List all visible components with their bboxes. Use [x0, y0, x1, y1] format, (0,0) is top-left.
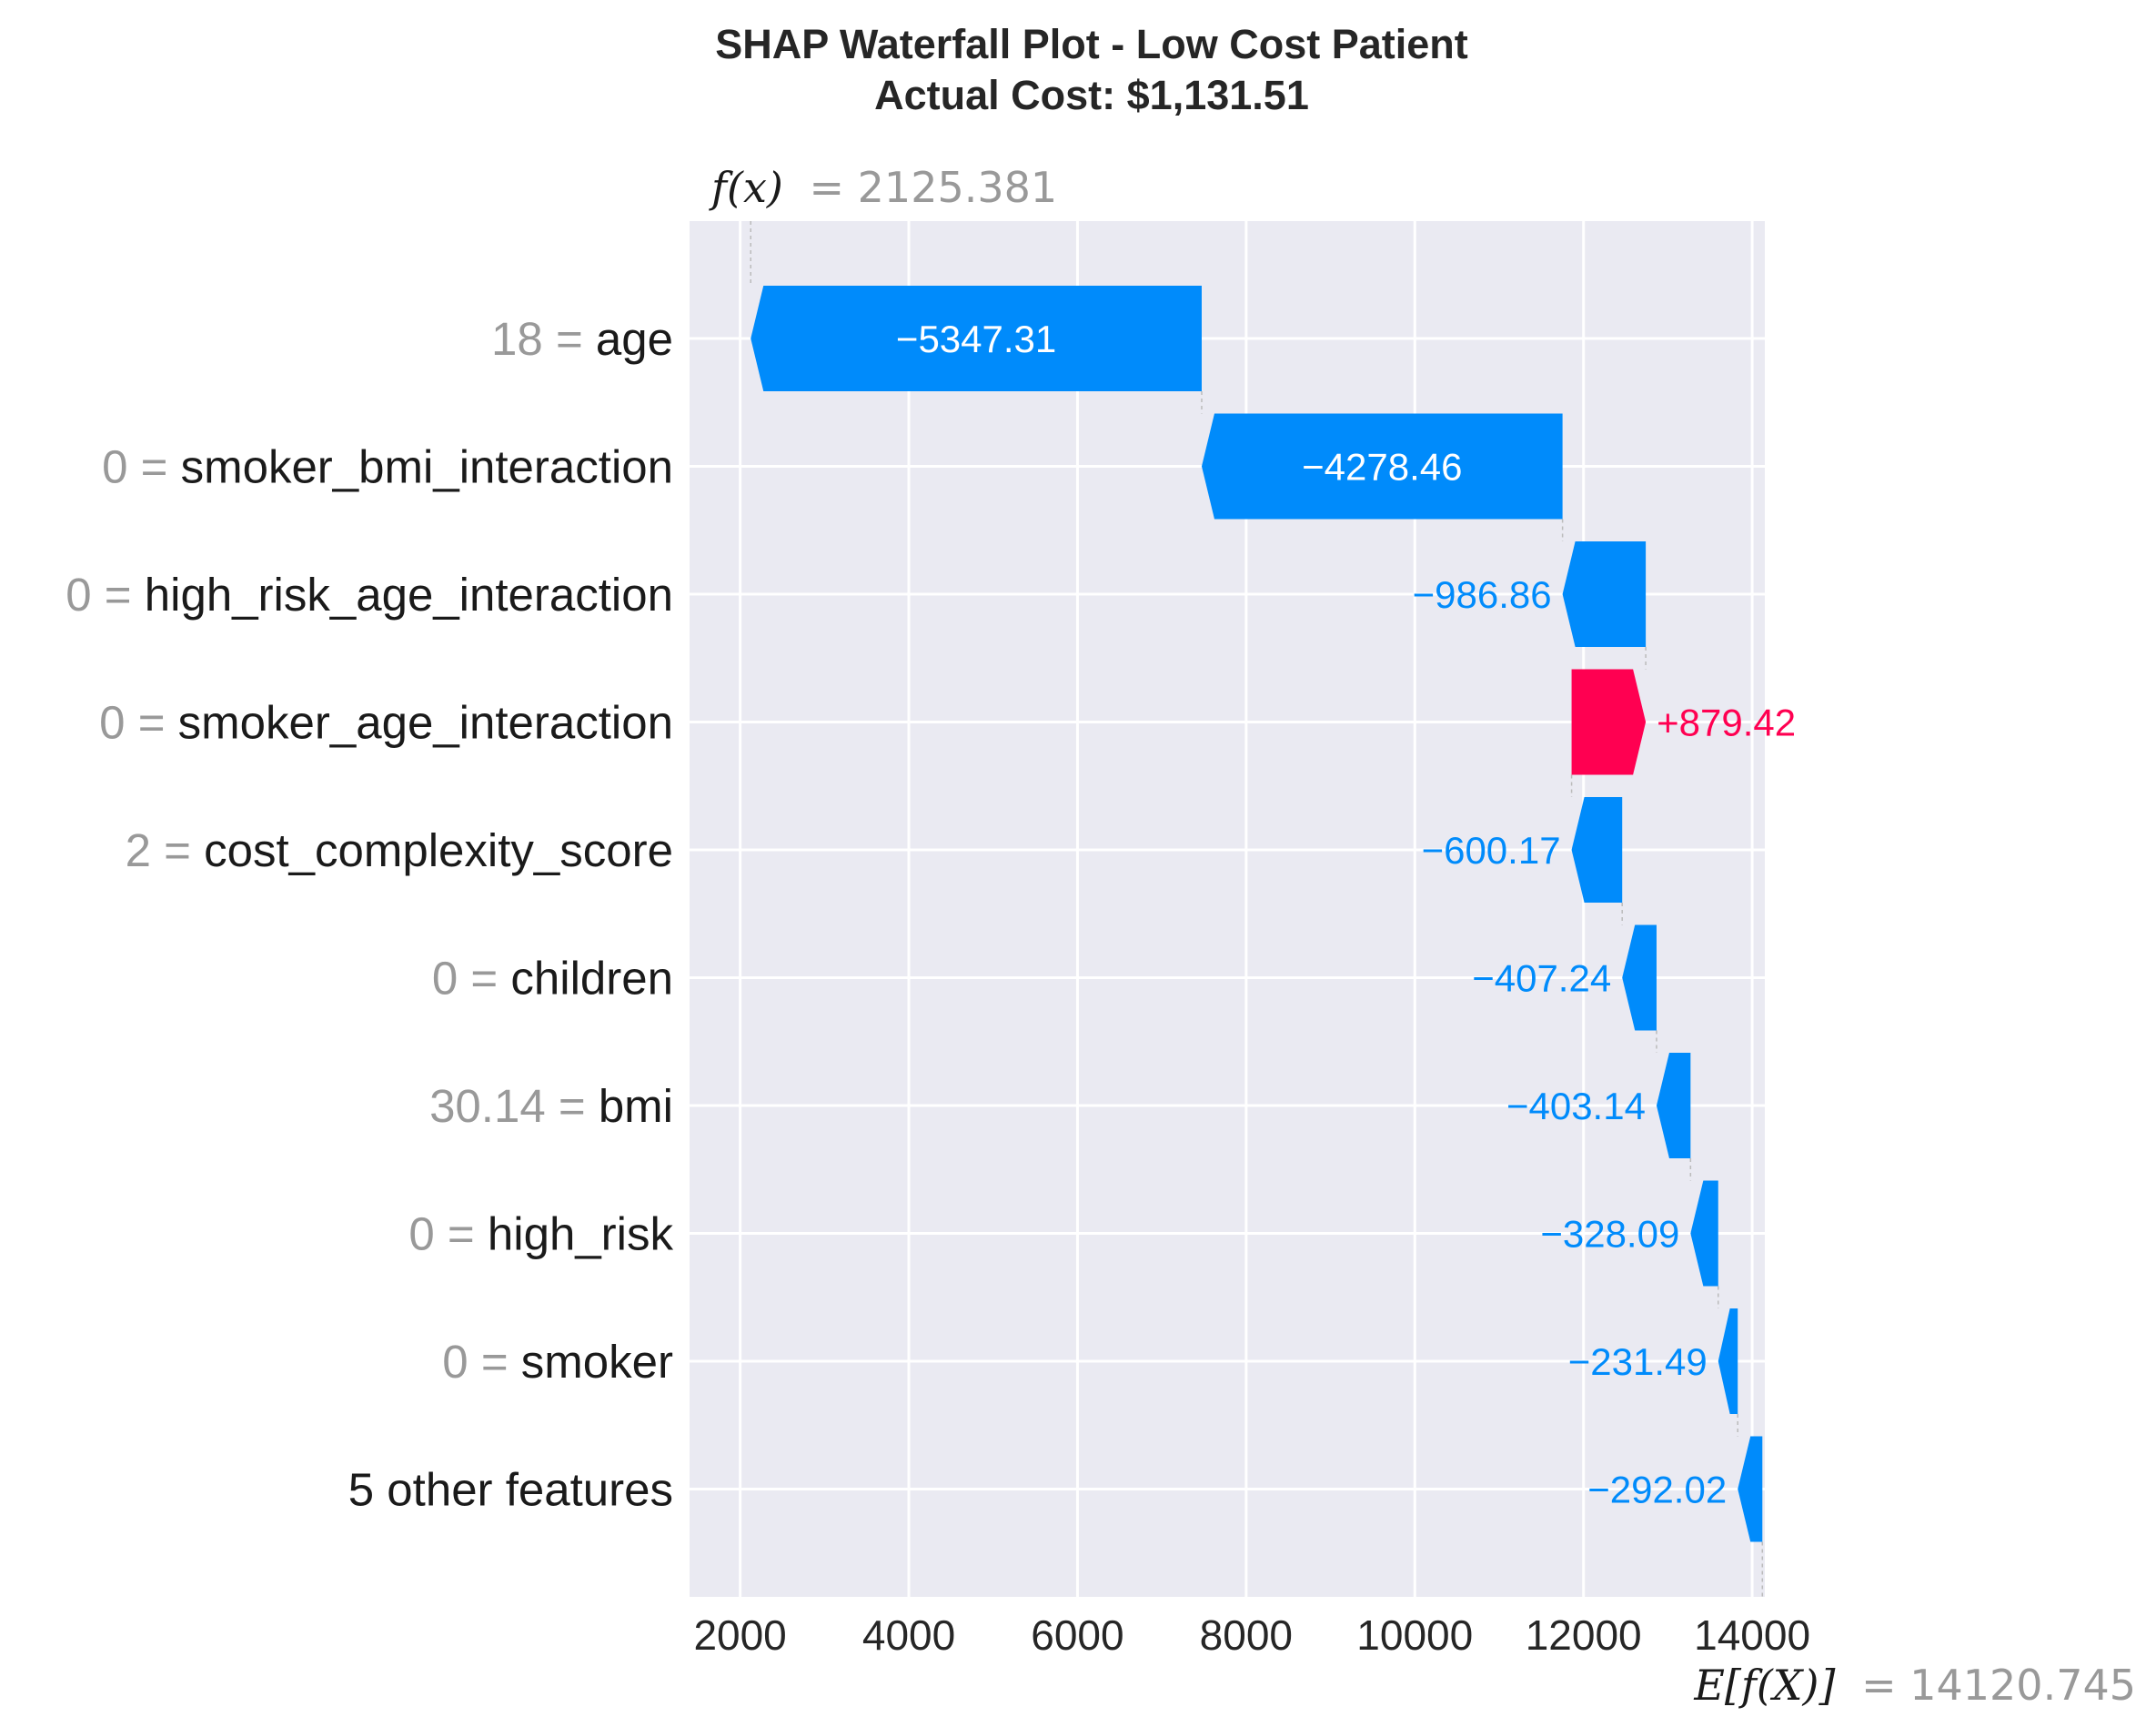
bar-value-label: −600.17	[1422, 829, 1561, 872]
feature-label: 0 = smoker_age_interaction	[99, 697, 673, 749]
bar-8	[1718, 1308, 1738, 1414]
fx-annotation: f(x) = 2125.381	[709, 163, 1057, 212]
feature-value: 18 =	[491, 313, 596, 365]
bar-value-label: +879.42	[1657, 702, 1796, 744]
x-tick-label: 8000	[1200, 1611, 1293, 1659]
feature-name: children	[510, 953, 673, 1005]
chart-title-line-1: SHAP Waterfall Plot - Low Cost Patient	[715, 21, 1468, 67]
feature-label: 0 = smoker	[442, 1336, 673, 1388]
x-tick-label: 6000	[1031, 1611, 1123, 1659]
fx-symbol: f(x)	[709, 163, 783, 212]
bar-6	[1656, 1053, 1691, 1158]
bar-value-label: −292.02	[1587, 1469, 1727, 1511]
feature-name: high_risk_age_interaction	[145, 569, 673, 621]
feature-value: 0 =	[432, 953, 511, 1005]
feature-value: 0 =	[442, 1336, 521, 1388]
bar-4	[1571, 797, 1623, 903]
feature-name: bmi	[599, 1080, 673, 1132]
feature-name: smoker	[521, 1336, 673, 1388]
bar-value-label: −407.24	[1472, 957, 1611, 1000]
x-tick-label: 4000	[862, 1611, 955, 1659]
feature-name: smoker_age_interaction	[178, 697, 673, 749]
feature-label: 0 = children	[432, 953, 673, 1005]
bar-1	[1201, 413, 1563, 520]
x-axis-ticks: 2000 4000 6000 8000 10000 12000 14000	[693, 1611, 1810, 1659]
feature-label: 30.14 = bmi	[429, 1080, 673, 1132]
feature-label: 0 = high_risk	[408, 1208, 673, 1260]
bar-2	[1562, 541, 1647, 647]
bar-7	[1690, 1180, 1718, 1287]
feature-value: 0 =	[102, 441, 181, 493]
feature-name: high_risk	[488, 1208, 674, 1260]
fx-value: = 2125.381	[810, 163, 1058, 212]
bar-5	[1622, 924, 1657, 1031]
feature-name: 5 other features	[348, 1464, 673, 1516]
feature-label: 2 = cost_complexity_score	[126, 824, 673, 876]
bar-value-label: −4278.46	[1302, 446, 1462, 489]
feature-value: 2 =	[126, 824, 205, 876]
efx-value: = 14120.745	[1861, 1661, 2136, 1710]
feature-name: smoker_bmi_interaction	[181, 441, 673, 493]
feature-value: 0 =	[99, 697, 178, 749]
bars	[751, 286, 1763, 1542]
bar-9	[1738, 1436, 1763, 1542]
feature-name: age	[596, 313, 673, 365]
feature-value: 0 =	[65, 569, 145, 621]
feature-label: 18 = age	[491, 313, 673, 365]
bar-3	[1571, 669, 1647, 775]
bar-value-label: −403.14	[1506, 1085, 1646, 1127]
bar-value-label: −231.49	[1568, 1340, 1708, 1383]
bar-labels: −5347.31 −4278.46 −986.86 +879.42 −600.17 −40…	[896, 318, 1796, 1511]
bar-0	[751, 286, 1202, 391]
bar-value-label: −328.09	[1540, 1213, 1679, 1256]
efx-annotation: E[f(X)] = 14120.745	[1693, 1661, 2136, 1710]
feature-value: 30.14 =	[429, 1080, 599, 1132]
efx-symbol: E[f(X)]	[1693, 1661, 1835, 1710]
feature-value: 0 =	[408, 1208, 488, 1260]
feature-label: 5 other features	[348, 1464, 673, 1516]
x-tick-label: 10000	[1356, 1611, 1473, 1659]
bar-value-label: −986.86	[1413, 573, 1552, 616]
bar-value-label: −5347.31	[896, 318, 1056, 360]
x-tick-label: 2000	[693, 1611, 786, 1659]
feature-label: 0 = smoker_bmi_interaction	[102, 441, 673, 493]
x-tick-label: 12000	[1526, 1611, 1642, 1659]
connector-lines	[750, 221, 1764, 1597]
feature-name: cost_complexity_score	[204, 824, 673, 876]
chart-title-line-2: Actual Cost: $1,131.51	[874, 72, 1309, 118]
feature-label: 0 = high_risk_age_interaction	[65, 569, 673, 621]
x-tick-label: 14000	[1694, 1611, 1810, 1659]
